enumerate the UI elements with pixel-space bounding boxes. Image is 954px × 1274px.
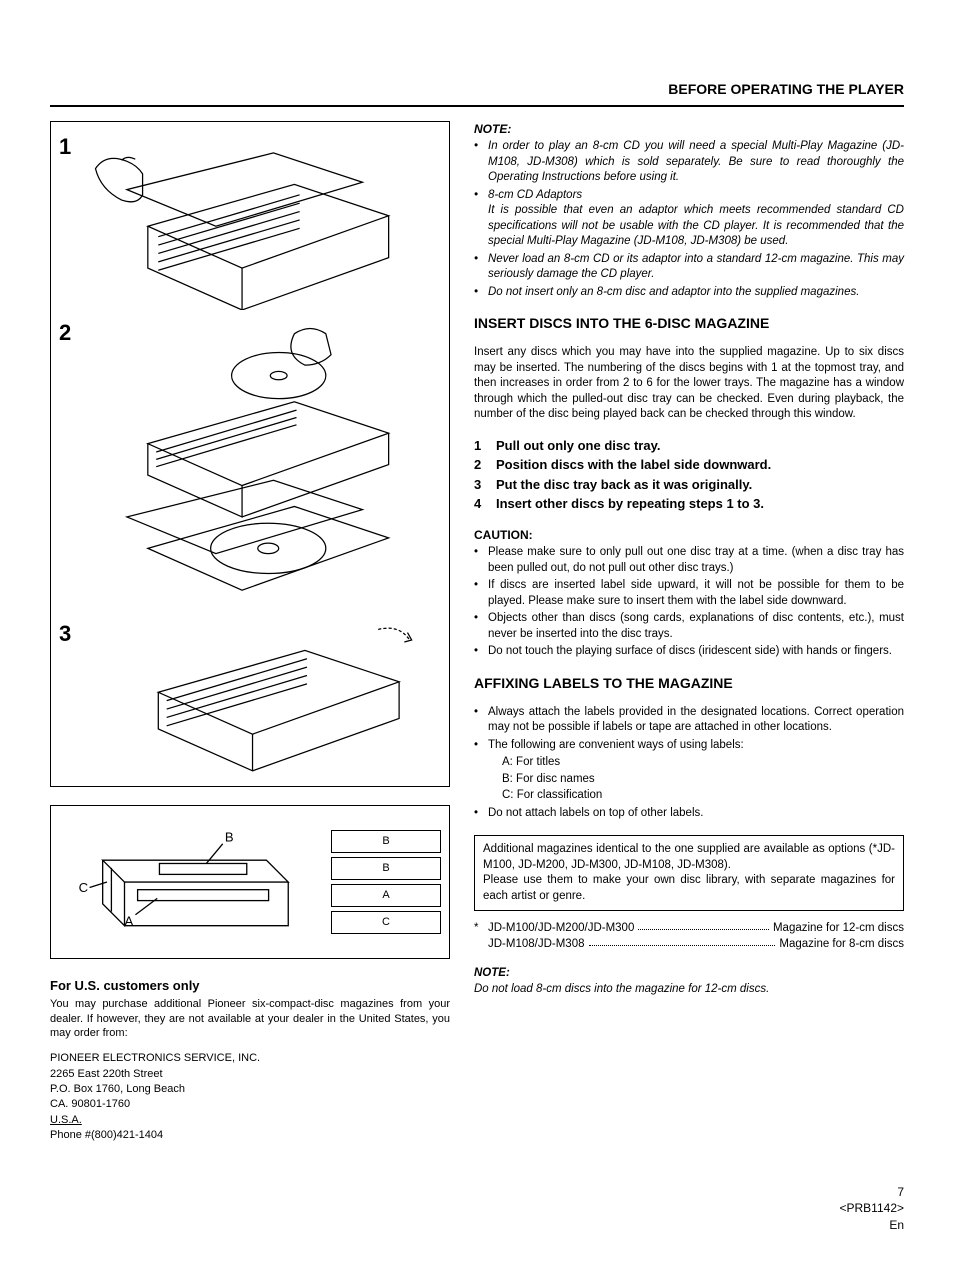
additional-magazines-box: Additional magazines identical to the on… bbox=[474, 835, 904, 911]
affix-item: Always attach the labels provided in the… bbox=[474, 705, 904, 736]
leader-dots bbox=[589, 937, 776, 946]
label-letter-c: C bbox=[79, 880, 88, 895]
affix-item: The following are convenient ways of usi… bbox=[474, 738, 904, 754]
illustration-step-2 bbox=[85, 318, 441, 611]
illustration-step-3 bbox=[85, 619, 441, 776]
step-item: Pull out only one disc tray. bbox=[474, 437, 904, 455]
label-cell: B bbox=[331, 857, 441, 880]
step-item: Position discs with the label side downw… bbox=[474, 456, 904, 474]
affix-list: Always attach the labels provided in the… bbox=[474, 705, 904, 754]
leader-dots bbox=[638, 921, 769, 930]
step-item: Put the disc tray back as it was origina… bbox=[474, 476, 904, 494]
label-stack: B B A C bbox=[331, 830, 441, 933]
us-body: You may purchase additional Pioneer six-… bbox=[50, 997, 450, 1042]
us-heading: For U.S. customers only bbox=[50, 977, 450, 995]
affix-list-tail: Do not attach labels on top of other lab… bbox=[474, 806, 904, 822]
caution-item: Objects other than discs (song cards, ex… bbox=[474, 611, 904, 642]
figure-step-1: 1 bbox=[59, 132, 441, 310]
step-number: 3 bbox=[59, 619, 77, 649]
insert-steps: Pull out only one disc tray. Position di… bbox=[474, 437, 904, 513]
magazine-row: JD-M100/JD-M200/JD-M300 Magazine for 12-… bbox=[474, 921, 904, 937]
right-column: NOTE: In order to play an 8-cm CD you wi… bbox=[474, 121, 904, 1144]
caution-item: Please make sure to only pull out one di… bbox=[474, 545, 904, 576]
addr-line-phone: Phone #(800)421-1404 bbox=[50, 1128, 450, 1143]
magazine-list: JD-M100/JD-M200/JD-M300 Magazine for 12-… bbox=[474, 921, 904, 952]
caution-heading: CAUTION: bbox=[474, 527, 904, 543]
addr-line: CA. 90801-1760 bbox=[50, 1097, 450, 1112]
addr-line: P.O. Box 1760, Long Beach bbox=[50, 1082, 450, 1097]
note-list: In order to play an 8-cm CD you will nee… bbox=[474, 139, 904, 300]
us-address: PIONEER ELECTRONICS SERVICE, INC. 2265 E… bbox=[50, 1051, 450, 1143]
caution-list: Please make sure to only pull out one di… bbox=[474, 545, 904, 660]
magazine-name: JD-M100/JD-M200/JD-M300 bbox=[488, 921, 634, 937]
addr-line: 2265 East 220th Street bbox=[50, 1067, 450, 1082]
note-item: In order to play an 8-cm CD you will nee… bbox=[474, 139, 904, 186]
note-label: NOTE: bbox=[474, 966, 904, 982]
doc-code: <PRB1142> bbox=[50, 1200, 904, 1217]
note-text: Do not load 8-cm discs into the magazine… bbox=[474, 982, 904, 998]
illustration-labels: C A B bbox=[59, 822, 321, 942]
label-cell: C bbox=[331, 911, 441, 934]
figure-step-2: 2 bbox=[59, 318, 441, 611]
note-label: NOTE: bbox=[474, 121, 904, 137]
two-column-layout: 1 bbox=[50, 121, 904, 1144]
illustration-step-1 bbox=[85, 132, 441, 310]
us-customers-section: For U.S. customers only You may purchase… bbox=[50, 977, 450, 1143]
magazine-desc: Magazine for 12-cm discs bbox=[773, 921, 904, 937]
label-cell: B bbox=[331, 830, 441, 853]
left-column: 1 bbox=[50, 121, 450, 1144]
note-item: Do not insert only an 8-cm disc and adap… bbox=[474, 285, 904, 301]
sublabel-c: C: For classification bbox=[502, 788, 904, 804]
figure-label-positions: C A B B B A C bbox=[50, 805, 450, 959]
label-cell: A bbox=[331, 884, 441, 907]
affix-heading: AFFIXING LABELS TO THE MAGAZINE bbox=[474, 674, 904, 693]
insert-heading: INSERT DISCS INTO THE 6-DISC MAGAZINE bbox=[474, 314, 904, 333]
label-letter-b: B bbox=[225, 830, 234, 845]
label-letter-a: A bbox=[125, 914, 134, 929]
sublabel-a: A: For titles bbox=[502, 755, 904, 771]
page-number: 7 bbox=[50, 1184, 904, 1201]
step-number: 2 bbox=[59, 318, 77, 348]
addr-line-usa: U.S.A. bbox=[50, 1113, 450, 1128]
page-footer: 7 <PRB1142> En bbox=[50, 1184, 904, 1234]
magazine-row: JD-M108/JD-M308 Magazine for 8-cm discs bbox=[474, 937, 904, 953]
magazine-name: JD-M108/JD-M308 bbox=[488, 937, 585, 953]
figure-insert-discs: 1 bbox=[50, 121, 450, 787]
step-item: Insert other discs by repeating steps 1 … bbox=[474, 495, 904, 513]
insert-paragraph: Insert any discs which you may have into… bbox=[474, 345, 904, 423]
doc-lang: En bbox=[50, 1217, 904, 1234]
note-item: Never load an 8-cm CD or its adaptor int… bbox=[474, 252, 904, 283]
page-header: BEFORE OPERATING THE PLAYER bbox=[50, 80, 904, 107]
affix-sublabels: A: For titles B: For disc names C: For c… bbox=[474, 755, 904, 804]
addr-line: PIONEER ELECTRONICS SERVICE, INC. bbox=[50, 1051, 450, 1066]
final-note: NOTE: Do not load 8-cm discs into the ma… bbox=[474, 966, 904, 997]
caution-item: If discs are inserted label side upward,… bbox=[474, 578, 904, 609]
step-number: 1 bbox=[59, 132, 77, 162]
figure-step-3: 3 bbox=[59, 619, 441, 776]
caution-item: Do not touch the playing surface of disc… bbox=[474, 644, 904, 660]
sublabel-b: B: For disc names bbox=[502, 772, 904, 788]
note-item: 8-cm CD Adaptors It is possible that eve… bbox=[474, 188, 904, 250]
affix-item: Do not attach labels on top of other lab… bbox=[474, 806, 904, 822]
magazine-desc: Magazine for 8-cm discs bbox=[779, 937, 904, 953]
